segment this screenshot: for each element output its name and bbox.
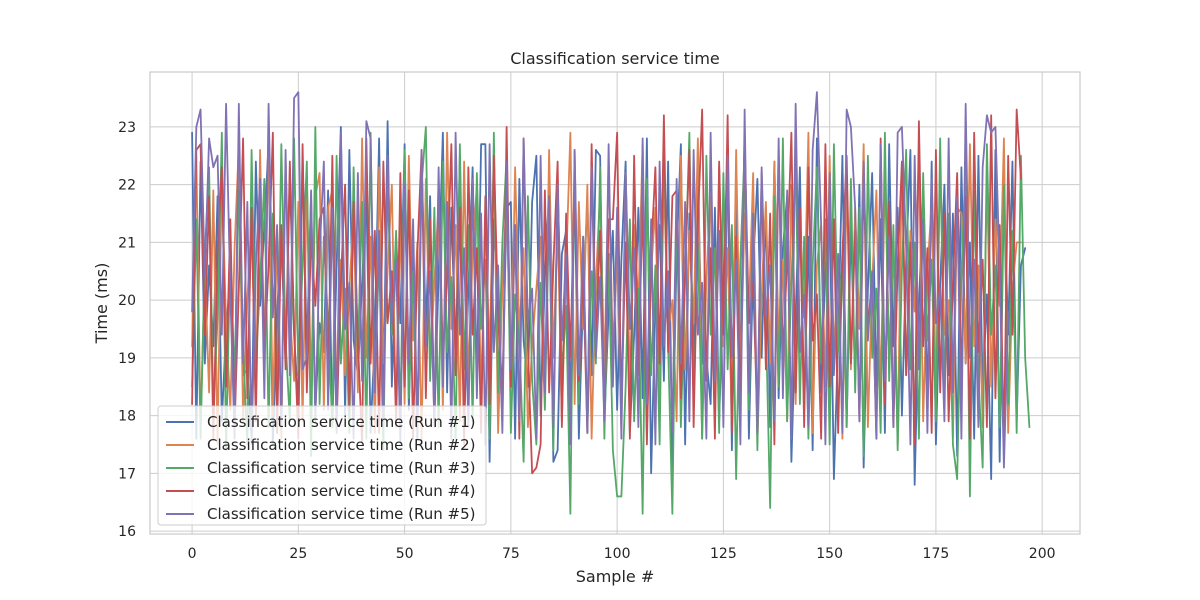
- legend-label-run-5: Classification service time (Run #5): [207, 505, 476, 523]
- x-tick-label: 175: [923, 546, 950, 562]
- x-tick-label: 125: [710, 546, 737, 562]
- legend: Classification service time (Run #1) Clas…: [157, 405, 487, 526]
- x-tick-label: 50: [396, 546, 414, 562]
- y-tick-label: 23: [118, 120, 136, 136]
- y-tick-label: 16: [118, 524, 136, 540]
- axis-ticks: 0 25 50 75 100 125 150 175 200 16 17 18 19 20 21 22 23: [118, 120, 1055, 562]
- legend-items: Classification service time (Run #1) Clas…: [166, 413, 476, 523]
- x-tick-label: 75: [502, 546, 520, 562]
- legend-label-run-4: Classification service time (Run #4): [207, 482, 476, 500]
- y-tick-label: 22: [118, 178, 136, 194]
- legend-box: [157, 405, 487, 526]
- x-tick-label: 100: [604, 546, 631, 562]
- legend-label-run-3: Classification service time (Run #3): [207, 459, 476, 477]
- x-tick-label: 25: [289, 546, 307, 562]
- y-tick-label: 17: [118, 466, 136, 482]
- y-tick-label: 20: [118, 293, 136, 309]
- y-tick-label: 18: [118, 409, 136, 425]
- x-tick-label: 0: [188, 546, 197, 562]
- y-axis-label: Time (ms): [92, 263, 111, 345]
- y-tick-label: 19: [118, 351, 136, 367]
- legend-label-run-2: Classification service time (Run #2): [207, 436, 476, 454]
- chart-title: Classification service time: [510, 49, 720, 68]
- x-axis-label: Sample #: [576, 567, 654, 586]
- legend-label-run-1: Classification service time (Run #1): [207, 413, 476, 431]
- y-tick-label: 21: [118, 235, 136, 251]
- x-tick-label: 200: [1029, 546, 1056, 562]
- x-tick-label: 150: [816, 546, 843, 562]
